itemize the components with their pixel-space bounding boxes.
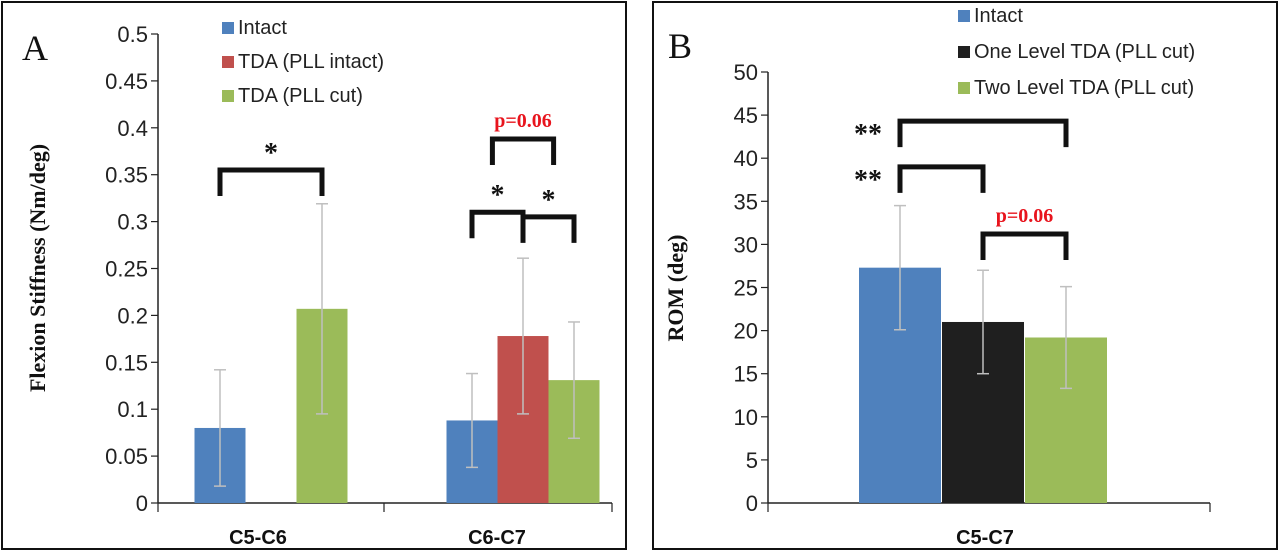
legend-entry: TDA (PLL cut)	[238, 85, 363, 107]
legend-entry: Intact	[974, 5, 1023, 27]
significance-star: *	[542, 185, 556, 216]
legend-swatch	[222, 22, 234, 34]
y-tick-label: 40	[734, 146, 758, 171]
y-tick-label: 0.35	[105, 163, 148, 188]
x-category-label: C6-C7	[468, 527, 526, 549]
significance-star: *	[264, 138, 278, 169]
y-tick-label: 0.25	[105, 257, 148, 282]
y-tick-label: 50	[734, 60, 758, 85]
y-tick-label: 10	[734, 405, 758, 430]
chart-panel-A: A 0 0.05 0.1 0.15 0.2 0.25 0.3 0.35 0.4 0.45 0.5 C5-…	[1, 1, 627, 550]
y-tick-label: 0	[746, 491, 758, 516]
y-tick-label: 0.4	[117, 116, 148, 141]
panel-frame	[652, 1, 1278, 550]
significance-star: *	[491, 180, 505, 211]
legend-entry: TDA (PLL intact)	[238, 51, 384, 73]
y-tick-label: 15	[734, 362, 758, 387]
significance-star: **	[854, 165, 882, 196]
significance-star: **	[854, 119, 882, 150]
panel-label: B	[668, 26, 692, 66]
y-tick-label: 35	[734, 189, 758, 214]
significance-bracket	[520, 214, 577, 243]
y-tick-label: 0	[136, 491, 148, 516]
legend-swatch	[222, 56, 234, 68]
y-tick-label: 0.15	[105, 350, 148, 375]
y-tick-label: 5	[746, 448, 758, 473]
y-tick-label: 0.45	[105, 69, 148, 94]
y-tick-label: 0.1	[117, 397, 148, 422]
legend-swatch	[958, 10, 970, 22]
legend-swatch	[958, 82, 970, 94]
significance-bracket	[980, 231, 1069, 261]
y-tick-label: 30	[734, 232, 758, 257]
y-tick-label: 20	[734, 319, 758, 344]
y-axis-label: Flexion Stiffness (Nm/deg)	[25, 144, 50, 392]
legend-swatch	[958, 46, 970, 58]
y-tick-label: 0.5	[117, 22, 148, 47]
significance-bracket	[469, 209, 526, 239]
y-tick-label: 0.05	[105, 444, 148, 469]
legend-swatch	[222, 90, 234, 102]
x-category-label: C5-C7	[956, 527, 1014, 549]
y-tick-label: 0.3	[117, 210, 148, 235]
y-axis-label: ROM (deg)	[663, 235, 688, 342]
y-tick-label: 25	[734, 276, 758, 301]
x-category-label: C5-C6	[229, 527, 287, 549]
chart-panel-B: B 0 5 10 15 20 25 30 35 40 45 50 C5-C7 ROM (deg) ** ** p…	[652, 1, 1278, 550]
legend-entry: Two Level TDA (PLL cut)	[974, 77, 1194, 99]
significance-bracket	[489, 136, 557, 166]
legend-entry: One Level TDA (PLL cut)	[974, 41, 1195, 63]
p-value-annotation: p=0.06	[996, 205, 1054, 227]
significance-bracket	[897, 164, 986, 193]
panel-label: A	[22, 28, 48, 68]
legend-entry: Intact	[238, 17, 287, 39]
significance-bracket	[217, 167, 325, 197]
y-tick-label: 0.2	[117, 303, 148, 328]
p-value-annotation: p=0.06	[494, 110, 552, 132]
significance-bracket	[897, 118, 1069, 148]
y-tick-label: 45	[734, 103, 758, 128]
panel-frame	[1, 1, 627, 550]
